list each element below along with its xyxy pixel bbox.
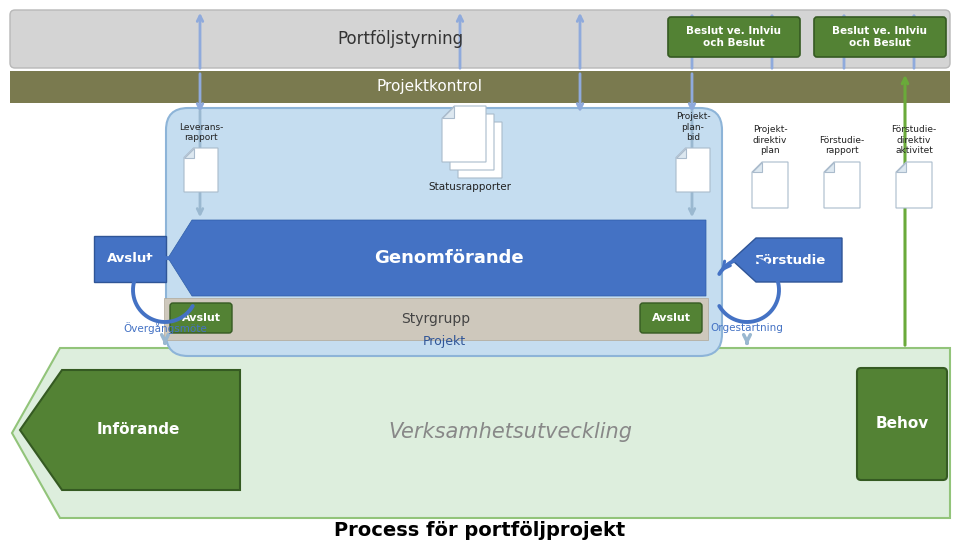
- Polygon shape: [450, 114, 463, 126]
- Polygon shape: [676, 148, 710, 192]
- FancyBboxPatch shape: [10, 10, 950, 68]
- Polygon shape: [752, 162, 788, 208]
- Polygon shape: [676, 148, 685, 158]
- FancyBboxPatch shape: [814, 17, 946, 57]
- Text: Beslut ve. Inlviu
och Beslut: Beslut ve. Inlviu och Beslut: [832, 26, 927, 48]
- Text: Övergångsmöte: Övergångsmöte: [123, 322, 206, 334]
- Polygon shape: [168, 220, 706, 296]
- Text: Förstudie-
direktiv
aktivitet: Förstudie- direktiv aktivitet: [892, 125, 937, 155]
- Text: Styrgrupp: Styrgrupp: [401, 312, 470, 326]
- FancyBboxPatch shape: [170, 303, 232, 333]
- Polygon shape: [824, 162, 834, 172]
- Polygon shape: [458, 122, 470, 134]
- Text: Leverans-
rapport: Leverans- rapport: [179, 123, 223, 142]
- Text: Portföljstyrning: Portföljstyrning: [337, 30, 463, 48]
- Polygon shape: [442, 106, 454, 118]
- Text: Projektkontrol: Projektkontrol: [377, 79, 483, 94]
- Text: Behov: Behov: [876, 416, 928, 431]
- FancyBboxPatch shape: [668, 17, 800, 57]
- Polygon shape: [184, 148, 218, 192]
- Polygon shape: [442, 106, 486, 162]
- Polygon shape: [896, 162, 906, 172]
- Text: Införande: Införande: [96, 422, 180, 437]
- Polygon shape: [458, 122, 502, 178]
- Polygon shape: [732, 238, 842, 282]
- Text: Avslut: Avslut: [107, 253, 154, 266]
- Polygon shape: [896, 162, 932, 208]
- Text: Orgestartning: Orgestartning: [710, 323, 783, 333]
- Text: Förstudie: Förstudie: [755, 253, 826, 267]
- Text: Avslut: Avslut: [652, 313, 690, 323]
- Text: Process för portföljprojekt: Process för portföljprojekt: [334, 521, 626, 539]
- Text: Avslut: Avslut: [181, 313, 221, 323]
- Text: Statusrapporter: Statusrapporter: [428, 182, 512, 192]
- Bar: [10, 71, 950, 103]
- FancyBboxPatch shape: [640, 303, 702, 333]
- Text: Beslut ve. Inlviu
och Beslut: Beslut ve. Inlviu och Beslut: [686, 26, 781, 48]
- Polygon shape: [12, 348, 950, 518]
- Text: Verksamhetsutveckling: Verksamhetsutveckling: [388, 422, 632, 442]
- Polygon shape: [752, 162, 762, 172]
- Text: Projekt-
direktiv
plan: Projekt- direktiv plan: [753, 125, 787, 155]
- Polygon shape: [450, 114, 494, 170]
- Text: Projekt-
plan-
bid: Projekt- plan- bid: [676, 112, 710, 142]
- Text: Projekt: Projekt: [422, 335, 466, 348]
- Text: Genomförande: Genomförande: [374, 249, 524, 267]
- FancyBboxPatch shape: [166, 108, 722, 356]
- Text: Förstudie-
rapport: Förstudie- rapport: [820, 136, 865, 155]
- Bar: [164, 298, 708, 340]
- Polygon shape: [20, 370, 240, 490]
- Polygon shape: [184, 148, 194, 158]
- Polygon shape: [824, 162, 860, 208]
- Bar: [94, 236, 166, 282]
- FancyBboxPatch shape: [857, 368, 947, 480]
